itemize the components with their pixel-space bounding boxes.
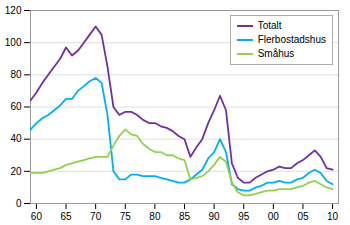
svg-text:10: 10 (327, 211, 339, 222)
svg-text:100: 100 (5, 37, 22, 48)
svg-text:00: 00 (268, 211, 280, 222)
svg-text:80: 80 (10, 69, 22, 80)
svg-text:60: 60 (31, 211, 43, 222)
svg-text:85: 85 (179, 211, 191, 222)
svg-text:0: 0 (16, 198, 22, 209)
svg-text:60: 60 (10, 101, 22, 112)
svg-text:95: 95 (238, 211, 250, 222)
html-text:Totalt: Totalt (257, 20, 282, 31)
svg-text:65: 65 (60, 211, 72, 222)
svg-text:90: 90 (209, 211, 221, 222)
svg-text:80: 80 (149, 211, 161, 222)
html-text:Flerbostadshus: Flerbostadshus (257, 34, 326, 45)
svg-text:05: 05 (297, 211, 309, 222)
svg-text:120: 120 (5, 5, 22, 16)
svg-text:75: 75 (120, 211, 132, 222)
svg-text:70: 70 (90, 211, 102, 222)
svg-text:40: 40 (10, 133, 22, 144)
svg-text:20: 20 (10, 166, 22, 177)
html-text:Småhus: Småhus (257, 48, 295, 59)
